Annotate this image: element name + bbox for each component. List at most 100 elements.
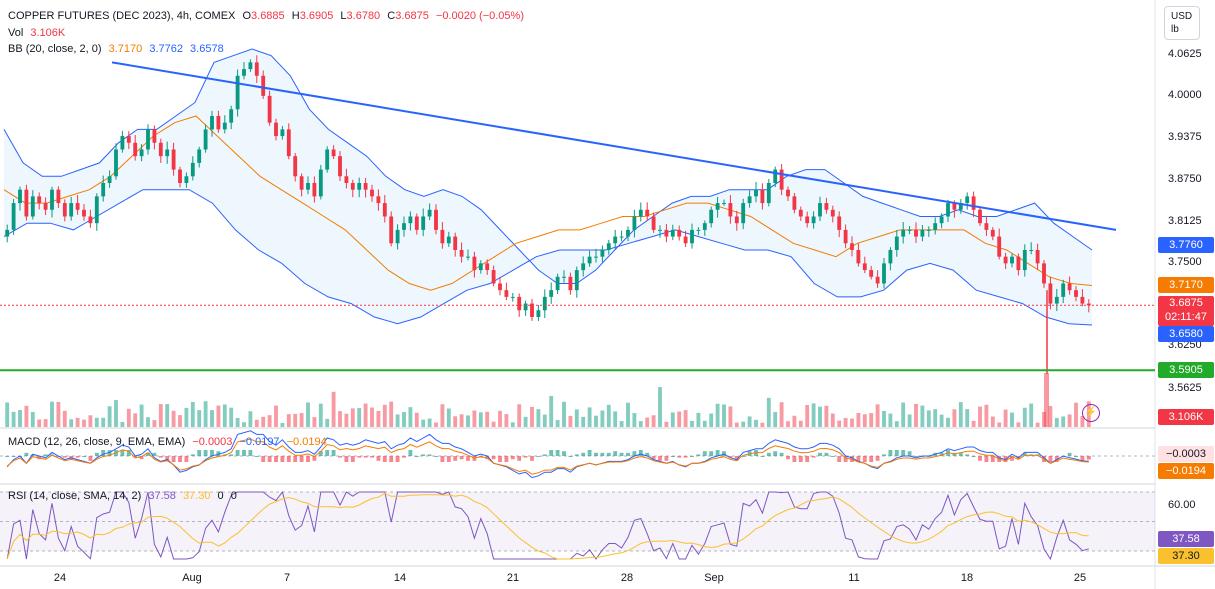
volume-bar xyxy=(920,405,925,427)
macd-hist-bar xyxy=(267,456,272,462)
macd-hist-bar xyxy=(1048,456,1053,462)
candle-body xyxy=(920,229,925,237)
volume-bar xyxy=(1080,416,1085,427)
volume-bar xyxy=(696,412,701,427)
macd-hist-bar xyxy=(594,452,598,456)
macd-hist-bar xyxy=(811,456,816,458)
candle-body xyxy=(421,216,426,230)
candle-body xyxy=(837,216,842,230)
volume-bar xyxy=(376,411,381,427)
high-label: H xyxy=(291,10,300,22)
macd-hist-bar xyxy=(165,456,170,461)
volume-bar xyxy=(722,404,726,427)
volume-bar xyxy=(274,405,278,427)
macd-hist-bar xyxy=(466,456,470,461)
volume-bar xyxy=(638,421,643,427)
candle-body xyxy=(293,156,298,177)
macd-hist-bar xyxy=(280,456,285,462)
macd-hist-bar xyxy=(395,456,400,462)
candle-body xyxy=(5,229,10,237)
macd-hist-bar xyxy=(504,456,509,462)
volume-bar xyxy=(824,405,829,427)
volume-bar xyxy=(235,417,240,427)
currency-unit-button[interactable]: USD lb xyxy=(1164,6,1200,40)
macd-hist-bar xyxy=(843,456,848,462)
volume-bar xyxy=(210,410,214,427)
bb-upper-value: 3.7762 xyxy=(149,43,183,55)
candle-body xyxy=(37,196,42,204)
symbol-title[interactable]: COPPER FUTURES (DEC 2023), 4h, COMEX xyxy=(8,10,236,22)
macd-hist-bar xyxy=(837,456,842,462)
bb-lower-value: 3.6578 xyxy=(190,43,224,55)
volume-bar xyxy=(165,404,170,427)
candle-body xyxy=(894,236,899,250)
candle-body xyxy=(869,270,874,277)
candle-body xyxy=(734,216,739,224)
volume-bar xyxy=(850,418,854,427)
macd-hist-bar xyxy=(30,454,35,456)
macd-hist-bar xyxy=(11,456,16,457)
candle-body xyxy=(338,156,342,177)
macd-hist-badge: −0.0003 xyxy=(1158,446,1214,462)
candle-body xyxy=(56,189,61,204)
macd-hist-bar xyxy=(421,454,426,456)
macd-hist-bar xyxy=(638,450,643,456)
macd-hist-bar xyxy=(248,450,253,456)
candle-body xyxy=(133,142,138,157)
last-price: 3.6875 xyxy=(1169,297,1203,309)
bb-basis-badge: 3.7170 xyxy=(1158,277,1214,293)
rsi-tick: 60.00 xyxy=(1168,499,1196,511)
candle-body xyxy=(978,209,982,224)
macd-legend: MACD (12, 26, close, 9, EMA, EMA) −0.000… xyxy=(8,436,331,448)
volume-bar xyxy=(242,422,246,427)
candle-body xyxy=(773,169,778,183)
macd-hist-bar xyxy=(5,456,10,457)
macd-hist-bar xyxy=(786,456,790,460)
candle-body xyxy=(728,203,733,217)
candle-body xyxy=(542,296,547,311)
macd-hist-bar xyxy=(798,456,803,462)
candle-body xyxy=(43,203,48,210)
rsi-value-badge: 37.58 xyxy=(1158,531,1214,547)
time-tick: 25 xyxy=(1073,572,1087,584)
candlesticks[interactable] xyxy=(5,55,1091,374)
volume-bar xyxy=(229,407,234,427)
bb-legend: BB (20, close, 2, 0) 3.7170 3.7762 3.657… xyxy=(8,43,228,55)
macd-hist-bar xyxy=(971,456,976,457)
time-tick: 21 xyxy=(506,572,520,584)
macd-hist-bar xyxy=(722,451,726,456)
macd-hist-bar xyxy=(408,450,413,456)
macd-hist-bar xyxy=(178,456,182,462)
candle-body xyxy=(562,276,566,278)
volume-bar xyxy=(491,421,496,427)
volume-bar xyxy=(619,421,624,427)
volume-bar xyxy=(350,408,355,427)
macd-hist-bar xyxy=(498,456,502,462)
volume-bar xyxy=(734,422,739,427)
macd-hist-bar xyxy=(901,450,906,456)
macd-hist-bar xyxy=(690,456,694,457)
candle-body xyxy=(613,236,618,244)
macd-hist-bar xyxy=(210,450,214,456)
candle-body xyxy=(1054,296,1059,304)
macd-label[interactable]: MACD (12, 26, close, 9, EMA, EMA) xyxy=(8,436,186,448)
macd-hist-bar xyxy=(990,456,995,462)
volume-bar xyxy=(1054,417,1059,427)
bb-label[interactable]: BB (20, close, 2, 0) xyxy=(8,43,102,55)
macd-hist-bar xyxy=(1022,452,1027,456)
candle-body xyxy=(242,69,246,76)
macd-hist-bar xyxy=(459,456,464,460)
volume-bar xyxy=(1003,409,1008,427)
currency-label: USD xyxy=(1171,11,1193,22)
rsi-label[interactable]: RSI (14, close, SMA, 14, 2) xyxy=(8,490,142,502)
lightning-icon[interactable]: ⚡ xyxy=(1082,404,1100,422)
macd-hist-bar xyxy=(619,452,624,456)
candle-body xyxy=(760,189,765,204)
candle-body xyxy=(888,249,893,264)
candle-body xyxy=(939,216,944,224)
volume-bar xyxy=(427,418,432,427)
candle-body xyxy=(248,62,253,70)
volume-bar xyxy=(325,418,330,427)
candle-body xyxy=(696,229,701,231)
